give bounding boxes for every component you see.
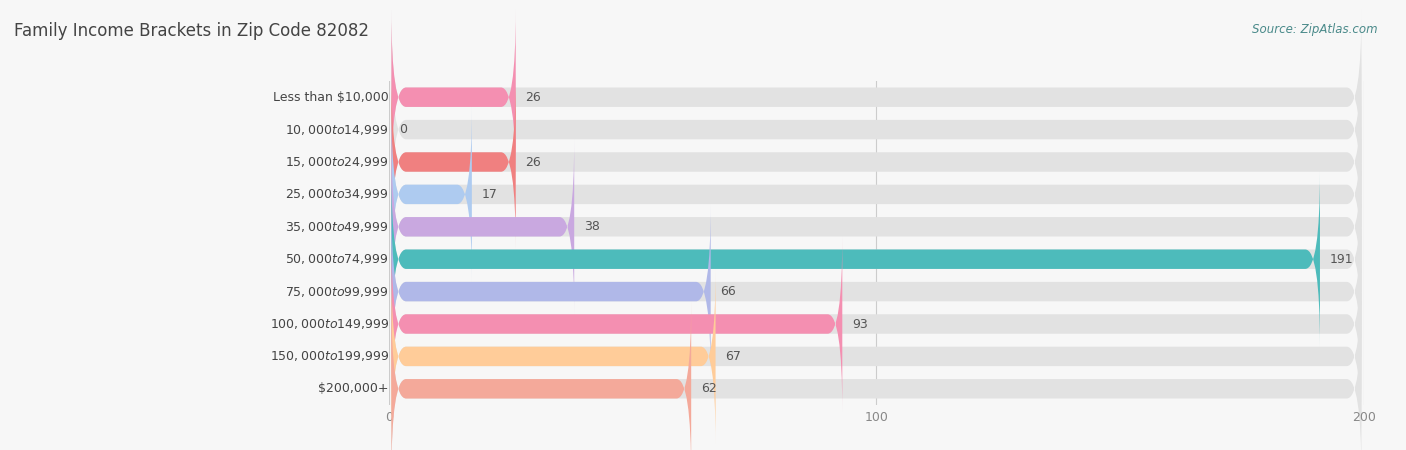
Text: $35,000 to $49,999: $35,000 to $49,999 xyxy=(285,220,389,234)
Text: Source: ZipAtlas.com: Source: ZipAtlas.com xyxy=(1253,22,1378,36)
FancyBboxPatch shape xyxy=(391,204,710,379)
FancyBboxPatch shape xyxy=(391,237,1361,411)
Text: $25,000 to $34,999: $25,000 to $34,999 xyxy=(285,187,389,202)
Text: Less than $10,000: Less than $10,000 xyxy=(273,91,389,104)
FancyBboxPatch shape xyxy=(391,302,1361,450)
FancyBboxPatch shape xyxy=(391,10,1361,184)
Text: 66: 66 xyxy=(720,285,737,298)
FancyBboxPatch shape xyxy=(391,302,692,450)
Text: $15,000 to $24,999: $15,000 to $24,999 xyxy=(285,155,389,169)
FancyBboxPatch shape xyxy=(391,107,1361,282)
Text: $150,000 to $199,999: $150,000 to $199,999 xyxy=(270,349,389,364)
Text: $10,000 to $14,999: $10,000 to $14,999 xyxy=(285,122,389,137)
FancyBboxPatch shape xyxy=(391,140,574,314)
FancyBboxPatch shape xyxy=(391,107,472,282)
Text: $50,000 to $74,999: $50,000 to $74,999 xyxy=(285,252,389,266)
Text: $75,000 to $99,999: $75,000 to $99,999 xyxy=(285,284,389,299)
Text: 67: 67 xyxy=(725,350,741,363)
FancyBboxPatch shape xyxy=(391,10,516,184)
Text: Family Income Brackets in Zip Code 82082: Family Income Brackets in Zip Code 82082 xyxy=(14,22,368,40)
FancyBboxPatch shape xyxy=(391,75,1361,249)
Text: 17: 17 xyxy=(482,188,498,201)
FancyBboxPatch shape xyxy=(391,172,1361,346)
FancyBboxPatch shape xyxy=(391,204,1361,379)
Text: $100,000 to $149,999: $100,000 to $149,999 xyxy=(270,317,389,331)
Text: 26: 26 xyxy=(526,91,541,104)
FancyBboxPatch shape xyxy=(391,42,1361,217)
Text: 191: 191 xyxy=(1330,253,1354,266)
FancyBboxPatch shape xyxy=(391,75,516,249)
Text: 0: 0 xyxy=(399,123,406,136)
FancyBboxPatch shape xyxy=(391,269,716,444)
Text: 26: 26 xyxy=(526,156,541,168)
Text: 93: 93 xyxy=(852,318,868,330)
FancyBboxPatch shape xyxy=(391,269,1361,444)
Text: 38: 38 xyxy=(583,220,600,233)
Text: 62: 62 xyxy=(702,382,717,395)
FancyBboxPatch shape xyxy=(391,172,1320,346)
FancyBboxPatch shape xyxy=(391,237,842,411)
Text: $200,000+: $200,000+ xyxy=(319,382,389,395)
FancyBboxPatch shape xyxy=(391,140,1361,314)
